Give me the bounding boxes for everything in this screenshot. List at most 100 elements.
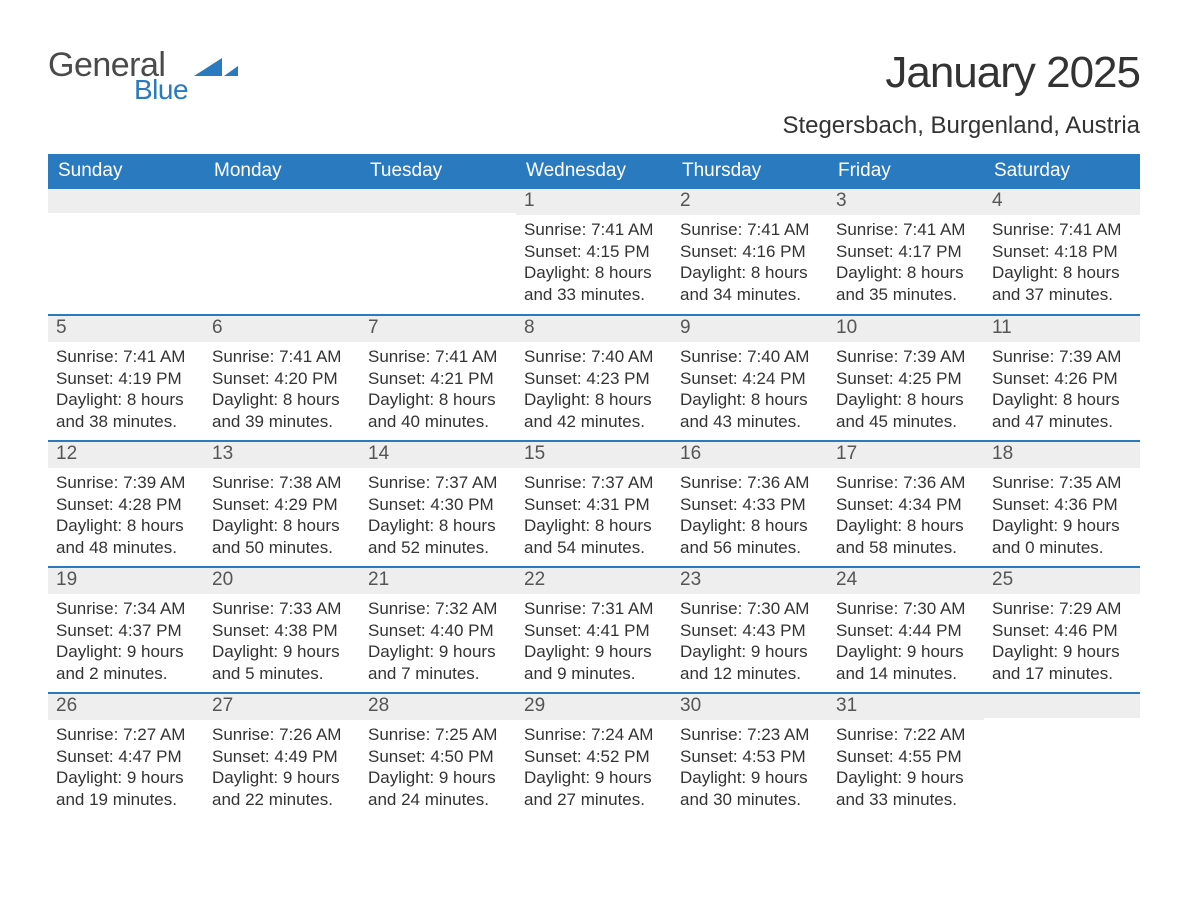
day-body: Sunrise: 7:41 AMSunset: 4:18 PMDaylight:…: [984, 215, 1140, 312]
day-number: 6: [204, 316, 360, 342]
day-number-row: 19: [48, 568, 204, 594]
day-header: Friday: [828, 154, 984, 189]
empty-day: [360, 189, 516, 213]
day-dl1: Daylight: 8 hours: [56, 389, 196, 411]
empty-day: [48, 189, 204, 213]
day-body: Sunrise: 7:37 AMSunset: 4:31 PMDaylight:…: [516, 468, 672, 565]
day-sunrise: Sunrise: 7:26 AM: [212, 724, 352, 746]
week-row: 19Sunrise: 7:34 AMSunset: 4:37 PMDayligh…: [48, 567, 1140, 693]
day-body: Sunrise: 7:25 AMSunset: 4:50 PMDaylight:…: [360, 720, 516, 817]
day-header: Wednesday: [516, 154, 672, 189]
day-sunset: Sunset: 4:29 PM: [212, 494, 352, 516]
day-dl1: Daylight: 9 hours: [992, 641, 1132, 663]
day-cell: 4Sunrise: 7:41 AMSunset: 4:18 PMDaylight…: [984, 189, 1140, 315]
day-dl2: and 35 minutes.: [836, 284, 976, 306]
day-number: 16: [672, 442, 828, 468]
day-cell: 1Sunrise: 7:41 AMSunset: 4:15 PMDaylight…: [516, 189, 672, 315]
day-sunrise: Sunrise: 7:36 AM: [680, 472, 820, 494]
day-dl2: and 24 minutes.: [368, 789, 508, 811]
day-dl2: and 45 minutes.: [836, 411, 976, 433]
day-number: 23: [672, 568, 828, 594]
day-sunset: Sunset: 4:44 PM: [836, 620, 976, 642]
day-body: Sunrise: 7:39 AMSunset: 4:25 PMDaylight:…: [828, 342, 984, 439]
day-header: Thursday: [672, 154, 828, 189]
day-dl2: and 30 minutes.: [680, 789, 820, 811]
day-body: Sunrise: 7:37 AMSunset: 4:30 PMDaylight:…: [360, 468, 516, 565]
day-dl1: Daylight: 9 hours: [836, 641, 976, 663]
day-dl1: Daylight: 9 hours: [836, 767, 976, 789]
day-cell: 18Sunrise: 7:35 AMSunset: 4:36 PMDayligh…: [984, 441, 1140, 567]
day-dl2: and 47 minutes.: [992, 411, 1132, 433]
day-dl2: and 56 minutes.: [680, 537, 820, 559]
day-dl1: Daylight: 8 hours: [836, 389, 976, 411]
day-number-row: 24: [828, 568, 984, 594]
day-dl2: and 33 minutes.: [836, 789, 976, 811]
day-number: 25: [984, 568, 1140, 594]
empty-day: [984, 694, 1140, 718]
week-row: 5Sunrise: 7:41 AMSunset: 4:19 PMDaylight…: [48, 315, 1140, 441]
day-dl1: Daylight: 9 hours: [524, 641, 664, 663]
day-number: 5: [48, 316, 204, 342]
day-cell: 11Sunrise: 7:39 AMSunset: 4:26 PMDayligh…: [984, 315, 1140, 441]
day-dl1: Daylight: 8 hours: [368, 515, 508, 537]
day-sunrise: Sunrise: 7:31 AM: [524, 598, 664, 620]
day-dl2: and 40 minutes.: [368, 411, 508, 433]
brand-logo: General Blue: [48, 48, 238, 104]
day-number: 3: [828, 189, 984, 215]
day-body: Sunrise: 7:39 AMSunset: 4:28 PMDaylight:…: [48, 468, 204, 565]
day-number-row: 25: [984, 568, 1140, 594]
day-dl1: Daylight: 8 hours: [212, 389, 352, 411]
day-number: 1: [516, 189, 672, 215]
day-cell: 30Sunrise: 7:23 AMSunset: 4:53 PMDayligh…: [672, 693, 828, 819]
day-sunset: Sunset: 4:15 PM: [524, 241, 664, 263]
day-cell: [984, 693, 1140, 819]
day-dl2: and 52 minutes.: [368, 537, 508, 559]
day-body: Sunrise: 7:41 AMSunset: 4:20 PMDaylight:…: [204, 342, 360, 439]
day-cell: 19Sunrise: 7:34 AMSunset: 4:37 PMDayligh…: [48, 567, 204, 693]
day-sunrise: Sunrise: 7:30 AM: [680, 598, 820, 620]
day-body: Sunrise: 7:41 AMSunset: 4:16 PMDaylight:…: [672, 215, 828, 312]
day-body: Sunrise: 7:41 AMSunset: 4:19 PMDaylight:…: [48, 342, 204, 439]
day-sunset: Sunset: 4:34 PM: [836, 494, 976, 516]
day-number-row: 28: [360, 694, 516, 720]
day-cell: 27Sunrise: 7:26 AMSunset: 4:49 PMDayligh…: [204, 693, 360, 819]
day-number-row: 5: [48, 316, 204, 342]
day-sunrise: Sunrise: 7:39 AM: [992, 346, 1132, 368]
day-sunset: Sunset: 4:25 PM: [836, 368, 976, 390]
day-dl2: and 34 minutes.: [680, 284, 820, 306]
day-cell: 26Sunrise: 7:27 AMSunset: 4:47 PMDayligh…: [48, 693, 204, 819]
day-number: 10: [828, 316, 984, 342]
day-dl2: and 58 minutes.: [836, 537, 976, 559]
day-header: Saturday: [984, 154, 1140, 189]
day-header: Tuesday: [360, 154, 516, 189]
day-cell: [360, 189, 516, 315]
day-dl1: Daylight: 9 hours: [56, 641, 196, 663]
day-cell: 5Sunrise: 7:41 AMSunset: 4:19 PMDaylight…: [48, 315, 204, 441]
day-cell: 31Sunrise: 7:22 AMSunset: 4:55 PMDayligh…: [828, 693, 984, 819]
day-number-row: 15: [516, 442, 672, 468]
day-number: 21: [360, 568, 516, 594]
calendar-table: Sunday Monday Tuesday Wednesday Thursday…: [48, 154, 1140, 819]
day-dl1: Daylight: 9 hours: [524, 767, 664, 789]
day-sunrise: Sunrise: 7:37 AM: [368, 472, 508, 494]
day-sunset: Sunset: 4:30 PM: [368, 494, 508, 516]
day-sunrise: Sunrise: 7:41 AM: [56, 346, 196, 368]
day-number-row: 2: [672, 189, 828, 215]
day-number: 11: [984, 316, 1140, 342]
day-dl2: and 22 minutes.: [212, 789, 352, 811]
day-sunset: Sunset: 4:28 PM: [56, 494, 196, 516]
day-sunrise: Sunrise: 7:39 AM: [836, 346, 976, 368]
day-dl1: Daylight: 8 hours: [680, 262, 820, 284]
day-cell: 20Sunrise: 7:33 AMSunset: 4:38 PMDayligh…: [204, 567, 360, 693]
day-body: Sunrise: 7:23 AMSunset: 4:53 PMDaylight:…: [672, 720, 828, 817]
day-sunrise: Sunrise: 7:41 AM: [992, 219, 1132, 241]
day-number: 9: [672, 316, 828, 342]
day-number-row: 23: [672, 568, 828, 594]
day-cell: 9Sunrise: 7:40 AMSunset: 4:24 PMDaylight…: [672, 315, 828, 441]
day-body: Sunrise: 7:31 AMSunset: 4:41 PMDaylight:…: [516, 594, 672, 691]
day-dl1: Daylight: 8 hours: [836, 515, 976, 537]
day-sunset: Sunset: 4:46 PM: [992, 620, 1132, 642]
day-sunrise: Sunrise: 7:36 AM: [836, 472, 976, 494]
day-dl2: and 37 minutes.: [992, 284, 1132, 306]
day-number-row: 12: [48, 442, 204, 468]
